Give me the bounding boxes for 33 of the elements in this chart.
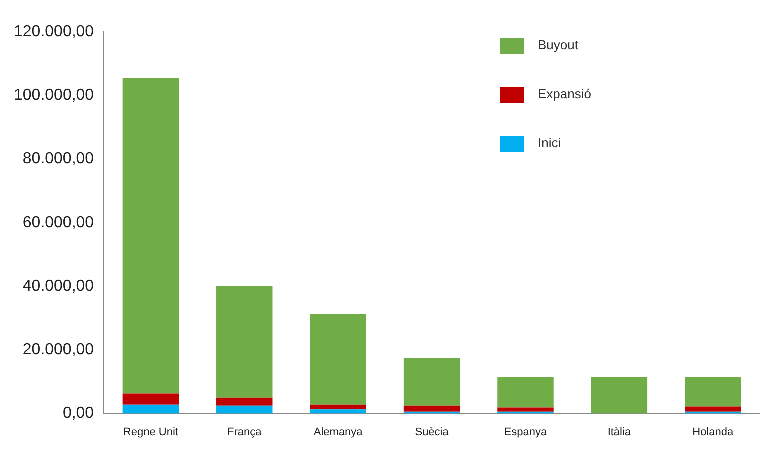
bar	[216, 286, 273, 398]
bar	[498, 378, 554, 408]
x-tick-label: Suècia	[415, 426, 450, 438]
x-tick-label: Itàlia	[608, 426, 632, 438]
x-tick-label: Alemanya	[314, 426, 364, 438]
bar	[310, 410, 366, 414]
bar	[404, 358, 460, 406]
bar	[685, 378, 742, 407]
y-tick-label: 40.000,00	[22, 278, 94, 295]
bar	[498, 408, 554, 412]
bar	[591, 378, 648, 414]
bar	[216, 406, 273, 414]
x-tick-label: Espanya	[504, 426, 548, 438]
x-tick-label: Regne Unit	[123, 426, 178, 438]
y-tick-label: 60.000,00	[22, 214, 94, 232]
y-tick-label: 20.000,00	[22, 342, 94, 359]
y-tick-label: 100.000,00	[14, 87, 94, 104]
bar	[404, 406, 460, 412]
legend-label: Expansió	[538, 86, 592, 102]
bar	[310, 314, 366, 405]
x-tick-label: França	[228, 426, 263, 438]
bar	[310, 404, 366, 410]
y-tick-label: 80.000,00	[22, 150, 94, 168]
y-tick-label: 0,00	[62, 405, 94, 422]
legend-label: Inici	[538, 136, 562, 151]
y-tick-label: 120.000,00	[14, 23, 94, 40]
bar	[122, 78, 180, 394]
bar	[216, 398, 273, 406]
bar	[122, 394, 180, 405]
bar	[685, 406, 742, 412]
x-tick-label: Holanda	[692, 426, 735, 438]
bar	[122, 404, 180, 414]
legend-label: Buyout	[538, 38, 579, 53]
